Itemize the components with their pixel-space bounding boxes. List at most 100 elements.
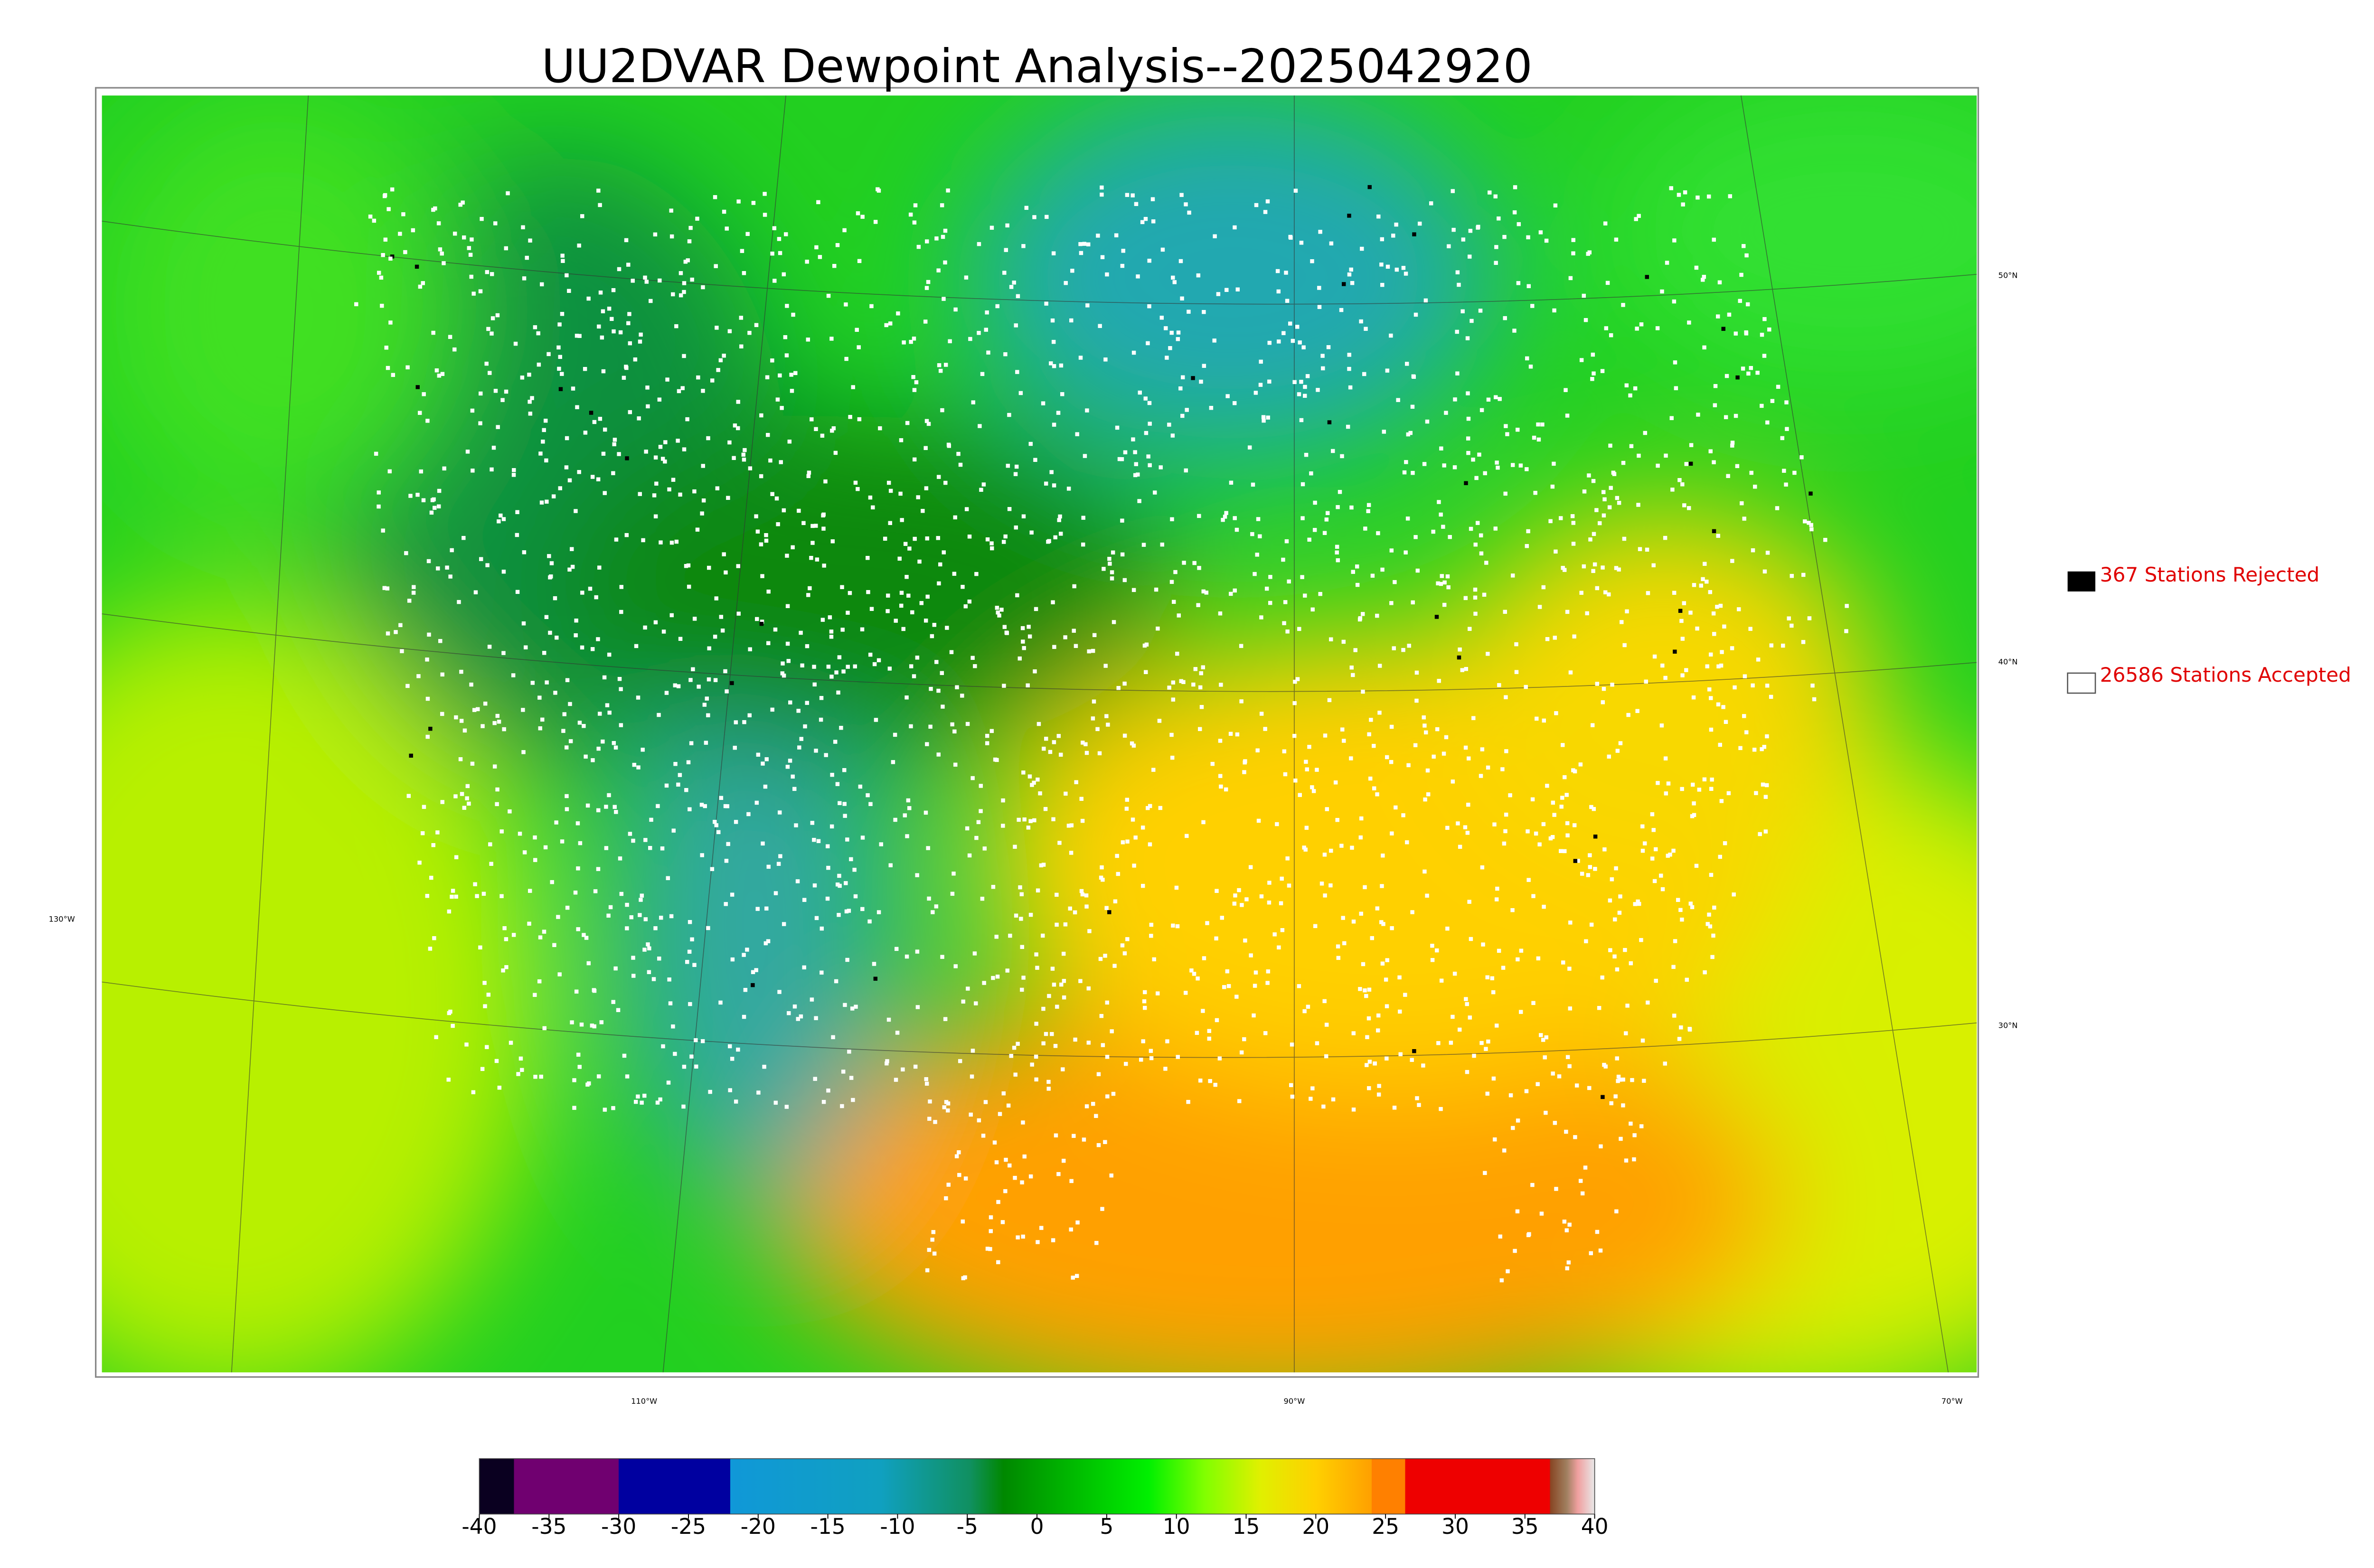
station-dot xyxy=(484,361,489,366)
station-dot xyxy=(912,674,916,678)
station-dot xyxy=(803,724,807,729)
station-dot xyxy=(1526,284,1531,288)
station-dot xyxy=(425,734,430,739)
station-dot xyxy=(1602,497,1607,502)
station-dot xyxy=(924,419,929,423)
station-dot xyxy=(521,225,525,229)
station-dot xyxy=(644,450,648,454)
station-dot xyxy=(1588,853,1592,857)
station-dot xyxy=(586,296,591,301)
station-dot xyxy=(1059,982,1064,987)
station-dot xyxy=(508,809,512,814)
station-dot xyxy=(1012,281,1016,285)
station-dot xyxy=(574,633,578,638)
station-dot xyxy=(1587,250,1592,254)
station-dot xyxy=(451,1023,455,1028)
station-dot xyxy=(666,1080,671,1085)
station-dot xyxy=(946,1108,950,1113)
map xyxy=(102,95,1977,1372)
station-dot xyxy=(995,304,999,309)
station-dot xyxy=(1276,289,1281,294)
station-dot xyxy=(1255,748,1260,752)
station-dot xyxy=(868,802,873,806)
station-dot xyxy=(1809,527,1814,532)
station-dot xyxy=(504,965,509,969)
station-dot xyxy=(1223,515,1227,519)
station-dot xyxy=(1039,1226,1044,1230)
station-dot xyxy=(1113,899,1118,903)
station-dot xyxy=(885,1061,889,1066)
station-dot xyxy=(1733,331,1738,336)
station-dot xyxy=(1125,798,1130,802)
station-dot xyxy=(565,273,569,278)
station-dot xyxy=(1114,233,1119,237)
station-dot xyxy=(540,717,545,722)
station-dot xyxy=(1680,673,1685,677)
station-dot xyxy=(1022,817,1027,822)
station-dot xyxy=(601,369,606,374)
station-dot xyxy=(1107,910,1112,914)
station-dot xyxy=(678,637,683,641)
station-dot xyxy=(1170,517,1174,522)
station-dot xyxy=(537,979,542,984)
station-dot xyxy=(1133,473,1138,478)
station-dot xyxy=(637,416,641,421)
station-dot xyxy=(1239,699,1244,704)
station-dot xyxy=(471,469,475,473)
station-dot xyxy=(674,324,678,329)
lon-label: 90°W xyxy=(1284,1397,1305,1406)
station-dot xyxy=(1061,1158,1066,1163)
station-dot xyxy=(1790,623,1794,628)
station-dot xyxy=(927,896,931,901)
station-dot xyxy=(1595,682,1600,686)
station-dot xyxy=(751,983,755,987)
station-dot xyxy=(1233,516,1237,520)
station-dot xyxy=(445,565,449,570)
station-dot xyxy=(468,253,473,257)
station-dot xyxy=(936,752,941,757)
station-dot xyxy=(616,1008,621,1012)
legend-label: 367 Stations Rejected xyxy=(2100,563,2319,586)
station-dot xyxy=(660,846,665,851)
station-dot xyxy=(604,846,609,850)
station-dot xyxy=(1716,534,1720,538)
station-dot xyxy=(932,623,937,627)
station-dot xyxy=(1171,923,1175,928)
station-dot xyxy=(1712,529,1716,534)
station-dot xyxy=(1536,1082,1540,1086)
station-dot xyxy=(1792,470,1797,475)
station-dot xyxy=(954,1154,959,1158)
station-dot xyxy=(1701,577,1705,582)
station-dot xyxy=(624,238,629,243)
station-dot xyxy=(1526,529,1530,534)
station-dot xyxy=(1412,1049,1416,1053)
station-dot xyxy=(437,374,442,378)
station-dot xyxy=(592,420,597,424)
station-dot xyxy=(1709,696,1713,700)
station-dot xyxy=(1365,1063,1369,1067)
station-dot xyxy=(1495,1023,1499,1028)
station-dot xyxy=(601,451,606,456)
station-dot xyxy=(1408,431,1413,435)
station-dot xyxy=(1052,740,1056,744)
station-dot xyxy=(607,710,612,715)
station-dot xyxy=(705,696,709,701)
station-dot xyxy=(499,894,504,898)
station-dot xyxy=(1381,922,1385,926)
station-dot xyxy=(792,787,797,791)
station-dot xyxy=(866,590,870,594)
station-dot xyxy=(995,606,999,610)
station-dot xyxy=(1616,1079,1620,1083)
station-dot xyxy=(1764,783,1769,788)
station-dot xyxy=(1108,562,1112,566)
station-dot xyxy=(1028,1174,1033,1179)
station-dot xyxy=(1072,629,1076,633)
station-dot xyxy=(1078,979,1083,983)
station-dot xyxy=(388,256,393,261)
station-dot xyxy=(1512,210,1517,215)
station-dot xyxy=(724,859,729,863)
station-dot xyxy=(1518,463,1523,468)
station-dot xyxy=(1587,473,1591,478)
station-dot xyxy=(1678,908,1683,912)
station-dot xyxy=(1323,893,1327,898)
